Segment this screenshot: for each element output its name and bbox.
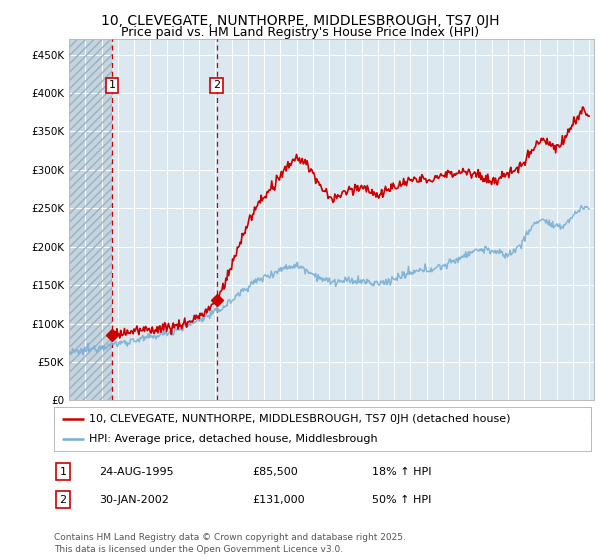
Text: HPI: Average price, detached house, Middlesbrough: HPI: Average price, detached house, Midd… xyxy=(89,434,377,444)
Text: 24-AUG-1995: 24-AUG-1995 xyxy=(99,466,173,477)
Bar xyxy=(69,39,112,400)
Text: 10, CLEVEGATE, NUNTHORPE, MIDDLESBROUGH, TS7 0JH: 10, CLEVEGATE, NUNTHORPE, MIDDLESBROUGH,… xyxy=(101,14,499,28)
Text: 1: 1 xyxy=(59,466,67,477)
Bar xyxy=(69,39,112,400)
Text: 2: 2 xyxy=(59,494,67,505)
Text: £131,000: £131,000 xyxy=(252,494,305,505)
Text: Price paid vs. HM Land Registry's House Price Index (HPI): Price paid vs. HM Land Registry's House … xyxy=(121,26,479,39)
Text: £85,500: £85,500 xyxy=(252,466,298,477)
Text: 30-JAN-2002: 30-JAN-2002 xyxy=(99,494,169,505)
Text: 1: 1 xyxy=(109,80,116,90)
Text: 18% ↑ HPI: 18% ↑ HPI xyxy=(372,466,431,477)
Text: 50% ↑ HPI: 50% ↑ HPI xyxy=(372,494,431,505)
Text: 2: 2 xyxy=(213,80,220,90)
Text: 10, CLEVEGATE, NUNTHORPE, MIDDLESBROUGH, TS7 0JH (detached house): 10, CLEVEGATE, NUNTHORPE, MIDDLESBROUGH,… xyxy=(89,414,511,424)
Text: Contains HM Land Registry data © Crown copyright and database right 2025.
This d: Contains HM Land Registry data © Crown c… xyxy=(54,533,406,554)
